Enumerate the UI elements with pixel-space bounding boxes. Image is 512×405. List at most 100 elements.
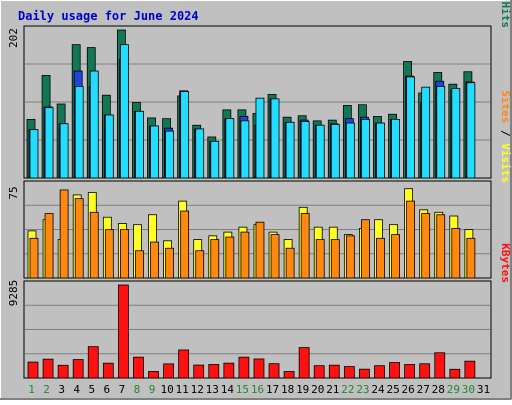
bar-pages-day-15 [240,120,250,179]
bar-sites-day-11 [180,210,190,279]
bar-sites-day-17 [270,234,280,279]
day-tick-label: 15 [236,383,249,396]
legend-entry: / [499,0,512,2]
bar-sites-day-5 [89,211,99,279]
bar-pages-day-9 [150,125,159,179]
bar-kbytes-day-1 [27,361,39,379]
day-tick-label: 18 [281,383,294,396]
bar-sites-day-26 [406,200,416,279]
bar-kbytes-day-4 [72,359,84,379]
day-tick-label: 26 [402,383,415,396]
bar-sites-day-27 [421,213,431,279]
day-tick-label: 28 [432,383,445,396]
bar-sites-day-12 [195,250,205,279]
day-tick-label: 13 [206,383,219,396]
bar-pages-day-6 [104,114,114,179]
day-tick-label: 21 [326,383,339,396]
day-tick-label: 29 [447,383,460,396]
chart-title: Daily usage for June 2024 [18,9,199,23]
bar-sites-day-18 [285,247,295,279]
bar-sites-day-22 [345,235,355,279]
bar-kbytes-day-10 [163,363,174,379]
day-tick-label: 17 [266,383,279,396]
legend-volume: KBytes [499,243,512,283]
bar-sites-day-21 [330,239,340,279]
bar-pages-day-8 [135,110,144,179]
legend-entry: Visits [499,143,512,183]
bar-kbytes-day-29 [449,368,461,379]
bar-pages-day-25 [391,118,400,179]
bar-kbytes-day-30 [464,360,476,379]
bar-pages-day-28 [436,86,446,179]
bar-sites-day-14 [225,236,235,279]
bar-sites-day-29 [451,227,461,279]
day-tick-label: 8 [134,383,141,396]
day-tick-label: 22 [341,383,354,396]
bar-pages-day-17 [270,98,280,179]
bar-sites-day-2 [44,213,54,279]
day-tick-label: 7 [119,383,126,396]
legend-entry: Sites [499,90,512,123]
bar-kbytes-day-18 [283,371,295,379]
day-tick-label: 6 [104,383,111,396]
bar-kbytes-day-23 [359,368,370,379]
bar-kbytes-day-11 [178,349,190,379]
bar-pages-day-4 [74,86,84,179]
bar-sites-day-19 [300,213,310,279]
bar-kbytes-day-16 [253,358,265,379]
max-label-traffic: 202 [7,28,20,48]
bar-sites-day-8 [135,250,144,279]
bar-sites-day-20 [315,239,325,279]
bar-pages-day-20 [315,124,325,179]
bar-pages-day-14 [225,118,235,179]
day-tick-label: 2 [43,383,50,396]
bar-pages-day-11 [180,91,190,179]
bar-kbytes-day-26 [404,364,416,379]
bar-kbytes-day-2 [42,358,54,379]
day-tick-label: 10 [160,383,173,396]
bar-kbytes-day-27 [419,363,431,379]
bar-kbytes-day-5 [87,346,99,379]
bar-kbytes-day-17 [268,363,280,379]
bar-pages-day-7 [119,44,129,179]
bar-kbytes-day-6 [102,362,114,379]
bar-sites-day-6 [104,229,114,279]
bar-pages-day-23 [361,118,370,179]
day-tick-label: 25 [386,383,399,396]
legend-traffic: Pages / Files / Hits [499,0,512,28]
bar-kbytes-day-20 [313,365,325,379]
bar-sites-day-24 [376,237,385,279]
bar-kbytes-day-7 [117,284,129,379]
bar-kbytes-day-8 [133,356,144,379]
panel-volume: 9285 KBytes [7,243,512,379]
bar-pages-day-30 [466,82,476,179]
day-tick-label: 4 [73,383,80,396]
bar-pages-day-12 [195,128,205,179]
bar-kbytes-day-15 [238,356,250,379]
bar-kbytes-day-25 [389,362,400,379]
bar-kbytes-day-3 [57,364,69,379]
day-tick-label: 19 [296,383,309,396]
bar-sites-day-13 [210,239,220,279]
bar-kbytes-day-14 [223,362,235,379]
day-tick-label: 20 [311,383,324,396]
bar-sites-day-4 [74,198,84,279]
day-tick-label: 5 [88,383,95,396]
bar-pages-day-19 [300,121,310,179]
bar-sites-day-16 [255,221,265,279]
bar-pages-day-13 [210,140,220,179]
bar-pages-day-24 [376,122,385,179]
bar-sites-day-9 [150,241,159,279]
day-tick-label: 3 [58,383,65,396]
day-tick-label: 23 [356,383,369,396]
bar-kbytes-day-19 [298,347,310,379]
bar-pages-day-22 [345,122,355,179]
bar-sites-day-3 [59,189,69,279]
bar-pages-day-3 [59,123,69,179]
bar-sites-day-7 [119,229,129,279]
legend-entry: / [499,123,512,143]
bar-sites-day-30 [466,237,476,279]
